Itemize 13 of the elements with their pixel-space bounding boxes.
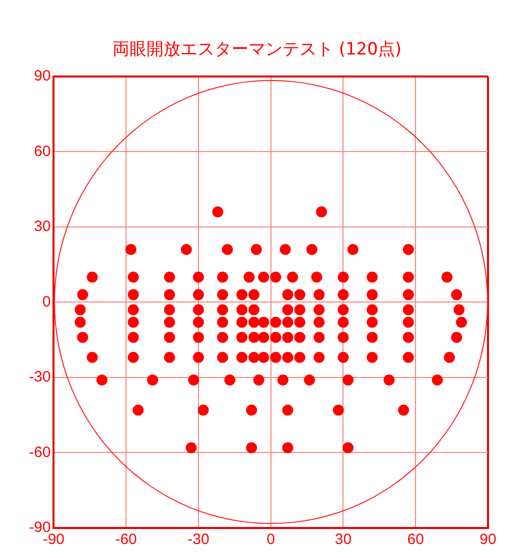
y-tick-label: 90	[34, 68, 51, 85]
x-tick-label: -30	[188, 531, 210, 548]
x-tick-label: -60	[115, 531, 137, 548]
y-tick-label: 60	[34, 142, 51, 160]
y-tick-label: -30	[28, 368, 51, 386]
x-tick-label: 90	[480, 531, 496, 548]
y-tick-label: 30	[34, 218, 51, 236]
chart-title: 両眼開放エスターマンテスト (120点)	[112, 40, 402, 60]
x-tick-label: 60	[407, 531, 424, 548]
x-tick-label: 30	[334, 531, 352, 548]
y-tick-label: 0	[42, 293, 51, 310]
y-tick-label: -60	[28, 444, 51, 461]
x-tick-label: 0	[266, 531, 276, 548]
